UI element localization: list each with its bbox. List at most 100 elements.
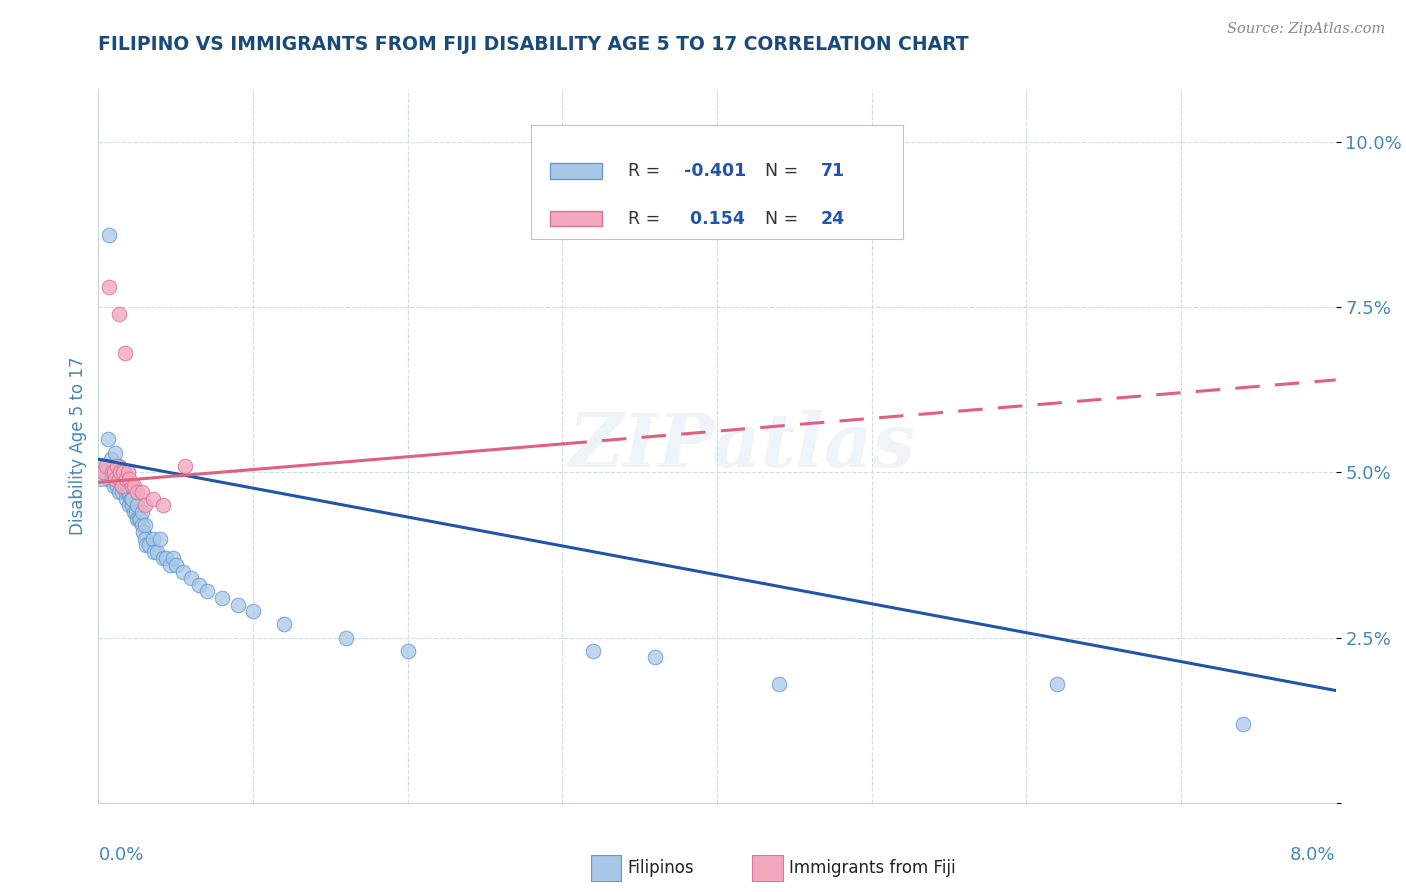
Point [242,604,264,618]
Text: R =: R = [628,161,665,179]
Point [105,458,128,473]
Point [96,458,118,473]
Point [127,511,149,525]
Point [135,538,157,552]
Text: 0.154: 0.154 [683,210,745,227]
Text: -0.401: -0.401 [683,161,747,179]
Point [141,532,165,546]
Point [146,545,169,559]
Point [103,466,125,480]
Point [159,558,181,572]
Point [149,532,172,546]
Point [98,227,121,242]
Text: 24: 24 [821,210,845,227]
Text: N =: N = [765,161,804,179]
Point [131,505,153,519]
Point [162,551,184,566]
Point [111,485,132,500]
Point [98,280,121,294]
Point [108,466,131,480]
Point [127,485,149,500]
Point [115,491,138,506]
Point [143,545,166,559]
Point [114,466,136,480]
Text: 0.0%: 0.0% [98,846,143,863]
Point [103,458,125,473]
Point [107,485,129,500]
Point [112,466,135,480]
Point [768,677,790,691]
Point [582,644,605,658]
Point [132,524,155,539]
Y-axis label: Disability Age 5 to 17: Disability Age 5 to 17 [69,357,87,535]
Point [134,532,156,546]
Point [104,445,127,459]
Text: ZIPatlas: ZIPatlas [568,409,915,483]
Bar [550,162,602,178]
Text: FILIPINO VS IMMIGRANTS FROM FIJI DISABILITY AGE 5 TO 17 CORRELATION CHART: FILIPINO VS IMMIGRANTS FROM FIJI DISABIL… [98,35,969,54]
Point [1046,677,1069,691]
Point [108,472,131,486]
Point [174,458,197,473]
Point [90,466,112,480]
Point [101,466,124,480]
Point [107,307,129,321]
Text: Immigrants from Fiji: Immigrants from Fiji [789,859,956,877]
Point [104,472,127,486]
Text: 71: 71 [821,161,845,179]
Point [97,433,120,447]
Point [129,511,152,525]
Point [122,478,145,492]
Point [121,499,143,513]
Point [97,472,120,486]
Point [121,491,143,506]
Point [107,458,129,473]
Point [91,466,114,480]
Point [104,472,127,486]
Point [124,505,146,519]
Text: Source: ZipAtlas.com: Source: ZipAtlas.com [1226,22,1385,37]
Point [114,478,136,492]
Point [108,466,131,480]
Point [152,551,174,566]
Point [131,485,153,500]
Point [152,499,174,513]
Point [120,491,142,506]
Point [111,478,132,492]
Point [112,478,135,492]
Point [100,472,122,486]
Point [396,644,419,658]
Point [138,538,160,552]
Point [131,518,153,533]
Point [115,485,138,500]
Point [165,558,187,572]
Point [107,472,129,486]
Point [112,472,135,486]
Point [117,466,139,480]
Bar [550,211,602,227]
Point [335,631,357,645]
Point [118,485,141,500]
Point [105,478,128,492]
Text: N =: N = [765,210,804,227]
Point [122,505,145,519]
Point [103,478,125,492]
Point [211,591,233,605]
Point [105,466,128,480]
Point [117,485,139,500]
Point [134,518,156,533]
Point [111,478,132,492]
Point [128,511,150,525]
Point [134,499,156,513]
Point [115,472,138,486]
Point [1232,716,1254,731]
Point [127,499,149,513]
Point [644,650,666,665]
Point [195,584,218,599]
Point [111,466,132,480]
Point [117,478,139,492]
Text: R =: R = [628,210,665,227]
Point [100,452,122,467]
Point [93,466,115,480]
Point [101,466,124,480]
